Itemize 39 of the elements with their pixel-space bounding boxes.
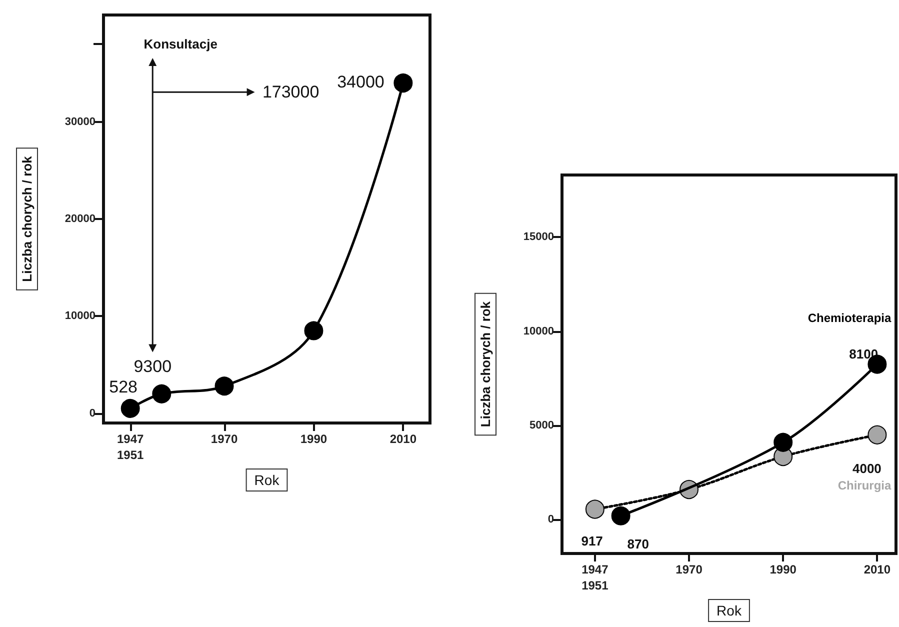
point [611,506,630,526]
annotation: 9300 [134,356,172,376]
text: Chemioterapia [808,310,892,325]
x-tick-label: 1990 [770,562,797,576]
x-tick-label: 1990 [300,432,328,446]
point [394,74,413,92]
x-tick-label: 2010 [390,432,417,446]
point [585,500,604,519]
y-tick-label: 0 [548,514,554,526]
y-tick-label: 20000 [64,213,96,225]
x-axis-title: Rok [254,472,280,488]
y-tick-label: 15000 [523,231,554,244]
annotation: 528 [109,378,138,397]
point [152,384,172,404]
annotation: Konsultacje [144,36,218,52]
text: Chirurgia [838,478,892,492]
x-tick-label: 1970 [676,562,703,576]
point [214,376,234,396]
x-tick-label: 1970 [210,432,238,446]
y-tick-label: 5000 [530,419,554,432]
y-tick-label: 10000 [64,310,96,322]
annotation: 917 [581,533,603,548]
y-axis-title: Liczba chorych / rok [20,155,34,282]
annotation: 870 [627,536,650,552]
x-axis-title: Rok [716,602,742,618]
point [304,321,324,340]
annotation: 34000 [337,72,384,92]
y-tick-label: 10000 [523,325,554,338]
annotation: 4000 [852,460,882,476]
point [868,425,887,444]
y-tick-label: 0 [89,407,96,420]
y-axis-title: Liczba chorych / rok [478,300,493,428]
point [774,432,793,452]
point [120,398,140,418]
x-tick-label: 2010 [864,562,891,576]
x-tick-label: 1947 1951 [116,432,144,462]
annotation: 173000 [262,82,320,102]
y-tick-label: 30000 [64,116,96,128]
x-tick-label: 1947 1951 [582,562,609,592]
